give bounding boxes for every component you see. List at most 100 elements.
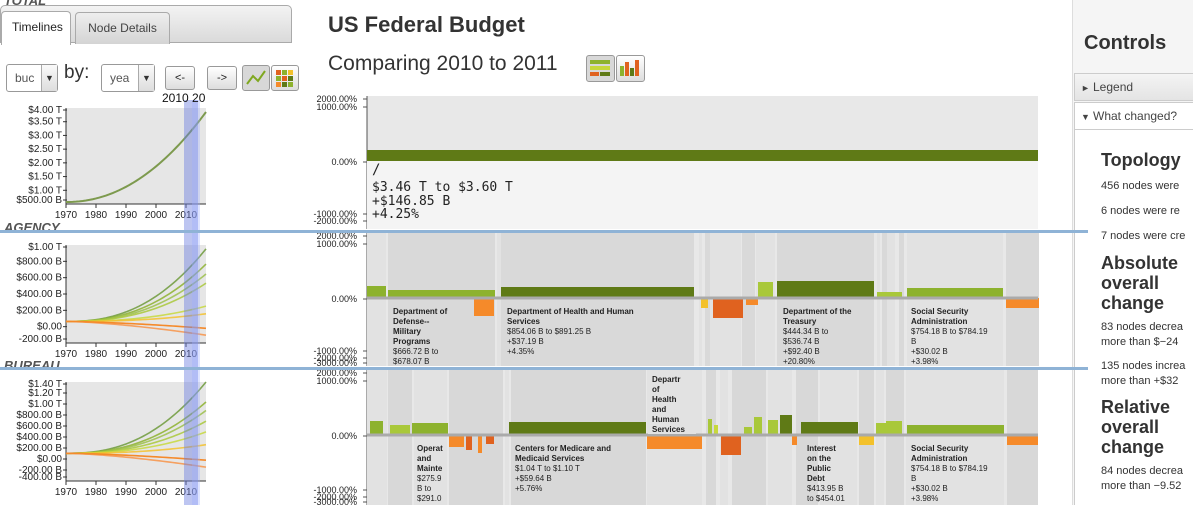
x-tick-label: 1970 [55,487,78,498]
agency-bar [777,281,874,298]
node-label: $275.9 [417,474,442,483]
y-tick-label: $0.00 [37,322,62,333]
bureau-bar [478,435,482,453]
x-tick-label: 2010 [175,349,198,360]
agency-bar [388,290,495,298]
topology-line-2: 6 nodes were re [1101,205,1180,217]
chevron-down-icon: ▼ [1081,112,1090,122]
row-axis-label: -1000.00% [313,485,357,495]
bar-view-button[interactable] [616,55,645,82]
y-tick-label: -400.00 B [19,472,63,483]
y-tick-label: $2.50 T [28,144,62,155]
agency-bar [701,298,708,308]
total-bar [367,150,1038,161]
page-subtitle: Comparing 2010 to 2011 [328,52,558,75]
relative-line-1a: 84 nodes decrea [1101,465,1183,477]
next-button[interactable]: -> [207,66,237,90]
total-node-text: / [372,162,380,178]
y-tick-label: $800.00 B [16,256,62,267]
node-label: Social Security [911,444,969,453]
node-label: Programs [393,337,431,346]
agency-bar [474,298,494,316]
agency-bar [758,282,773,298]
y-tick-label: $1.40 T [28,379,62,390]
bureau-bar [907,425,1004,435]
total-node-box [367,161,1038,229]
timeline-plot-bg [66,108,206,204]
line-chart-mode-button[interactable] [242,65,270,91]
stacked-view-button[interactable] [586,55,615,82]
y-tick-label: $800.00 B [16,410,62,421]
row-axis-label: -2000.00% [313,492,357,502]
node-label: Services [507,317,540,326]
previous-button[interactable]: <- [165,66,195,90]
row-axis-label: 0.00% [331,431,357,441]
y-tick-label: $1.00 T [28,399,62,410]
x-tick-label: 2010 [175,487,198,498]
comparison-panel: US Federal Budget Comparing 2010 to 2011… [296,0,1072,505]
x-tick-label: 1980 [85,349,108,360]
absolute-line-1b: more than $−24 [1101,336,1179,348]
x-tick-label: 1970 [55,349,78,360]
bureau-bar [509,422,646,435]
heatmap-mode-button[interactable] [271,65,299,91]
bureau-bar [466,435,472,450]
row-axis-label: 1000.00% [316,239,357,249]
y-tick-label: $1.20 T [28,388,62,399]
bureau-bar [714,425,718,435]
bureau-bar [370,421,383,435]
heatmap-icon [276,70,293,87]
bureau-column [820,370,857,505]
node-label: $444.34 B to [783,327,829,336]
x-tick-label: 1990 [115,487,138,498]
bureau-bar [708,419,712,435]
bureau-bar [1007,435,1038,445]
node-label: +4.35% [507,347,534,356]
tab-node-details[interactable]: Node Details [75,12,170,44]
page-title: US Federal Budget [328,12,525,37]
agency-bar [713,298,743,318]
agency-bar [367,286,386,298]
controls-panel: Controls ► Legend ▼ What changed? Topology… [1072,0,1193,505]
row-axis-label: 1000.00% [316,102,357,112]
node-label: Social Security [911,307,969,316]
absolute-heading-1: Absolute [1101,253,1179,273]
x-tick-label: 1970 [55,210,78,221]
bureau-column [706,370,716,505]
bureau-bar [486,435,494,444]
relative-heading-2: overall [1101,417,1160,437]
x-tick-label: 1980 [85,487,108,498]
timeline-charts[interactable]: TOTAL $4.00 T$3.50 T $3.00 T $2.50 T $2.00 T… [0,0,296,505]
node-label: $1.04 T to $1.10 T [515,464,580,473]
period-select[interactable]: yea ▼ [101,64,155,92]
node-label: +$30.02 B [911,484,948,493]
row-axis-label: -2000.00% [313,353,357,363]
group-select[interactable]: buc ▼ [6,64,58,92]
y-tick-label: $3.50 T [28,117,62,128]
node-label: $678.07 B [393,357,429,366]
budget-comparison-chart[interactable]: 2000.00%1000.00%0.00%-1000.00%-2000.00%2… [296,0,1072,505]
y-tick-label: $0.00 [37,454,62,465]
node-label: Centers for Medicare and [515,444,611,453]
bureau-column [768,370,792,505]
y-tick-label: $600.00 B [16,421,62,432]
x-tick-label: 2000 [145,349,168,360]
absolute-line-2b: more than +$32 [1101,375,1179,387]
y-tick-label: $1.00 T [28,185,62,196]
bureau-bar [768,420,778,435]
bureau-column [796,370,818,505]
node-label: Treasury [783,317,817,326]
relative-line-1b: more than −9.52 [1101,480,1182,492]
period-select-value: yea [110,71,130,85]
bureau-column [906,370,1004,505]
legend-accordion[interactable]: ► Legend [1074,73,1193,101]
tab-timelines[interactable]: Timelines [1,11,71,45]
timelines-panel: Timelines Node Details buc ▼ by: yea ▼ <- … [0,0,299,505]
node-label: to $454.01 [807,494,845,503]
bureau-bar [801,422,858,435]
what-changed-accordion[interactable]: ▼ What changed? [1074,102,1193,130]
y-tick-label: $200.00 B [16,305,62,316]
chevron-down-icon: ▼ [41,65,57,91]
what-changed-content: Topology 456 nodes were 6 nodes were re … [1074,130,1193,505]
stacked-bars-icon [590,60,610,76]
